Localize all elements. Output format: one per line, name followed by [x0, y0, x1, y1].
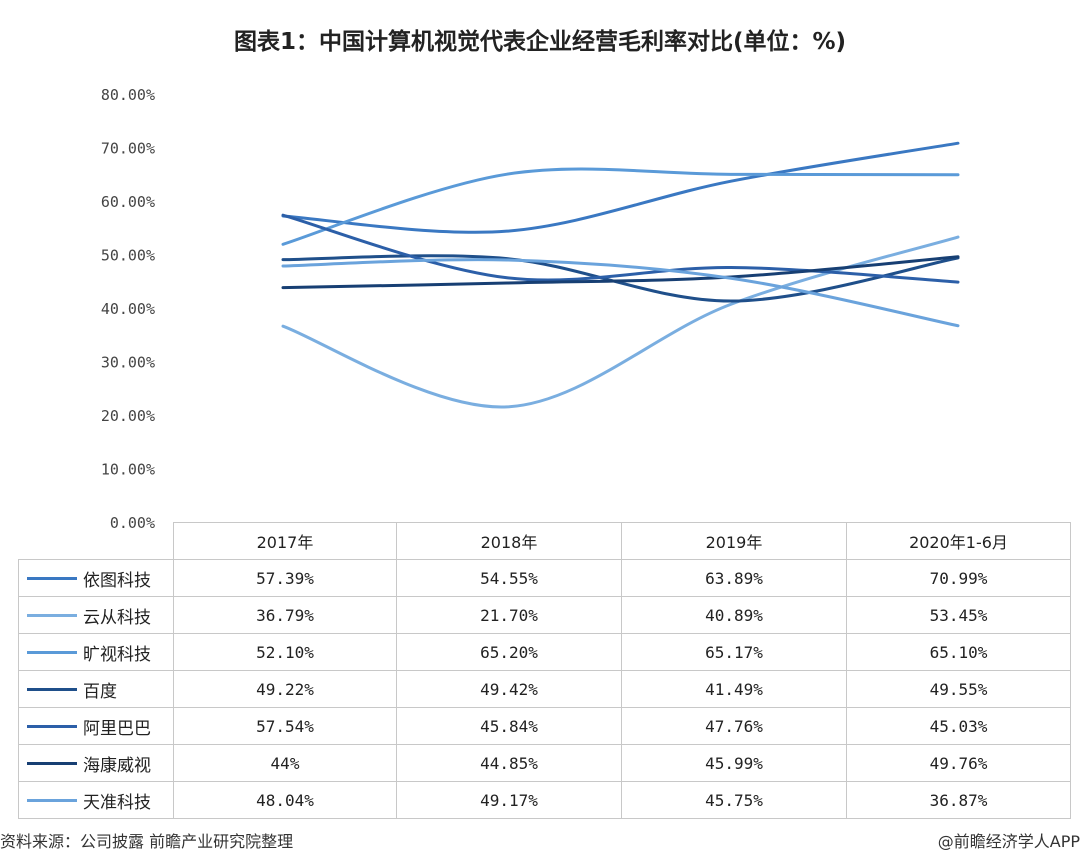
- series-name: 天准科技: [83, 792, 151, 813]
- series-name: 旷视科技: [83, 644, 151, 665]
- table-cell: 70.99%: [846, 559, 1071, 597]
- legend-entry: 云从科技: [18, 596, 174, 634]
- table-cell: 36.87%: [846, 781, 1071, 819]
- legend-swatch: [27, 761, 77, 765]
- table-cell: 53.45%: [846, 596, 1071, 634]
- source-note: 资料来源：公司披露 前瞻产业研究院整理: [0, 832, 294, 851]
- data-table: 2017年 2018年 2019年 2020年1-6月 依图科技 57.39% 54…: [18, 522, 1071, 819]
- table-cell: 21.70%: [396, 596, 622, 634]
- table-row: 依图科技 57.39% 54.55% 63.89% 70.99%: [18, 559, 1071, 597]
- table-corner: [18, 522, 174, 560]
- legend-swatch: [27, 798, 77, 802]
- table-cell: 41.49%: [621, 670, 847, 708]
- table-row: 百度 49.22% 49.42% 41.49% 49.55%: [18, 670, 1071, 708]
- y-tick-label: 70.00%: [101, 140, 155, 158]
- y-tick-label: 80.00%: [101, 86, 155, 104]
- series-line: [281, 141, 960, 234]
- legend-swatch: [27, 724, 77, 728]
- legend-entry: 百度: [18, 670, 174, 708]
- table-cell: 48.04%: [173, 781, 397, 819]
- table-cell: 65.10%: [846, 633, 1071, 671]
- table-cell: 36.79%: [173, 596, 397, 634]
- table-cell: 49.42%: [396, 670, 622, 708]
- legend-entry: 阿里巴巴: [18, 707, 174, 745]
- table-cell: 44%: [173, 744, 397, 782]
- y-tick-label: 60.00%: [101, 193, 155, 211]
- table-cell: 44.85%: [396, 744, 622, 782]
- table-row: 海康威视 44% 44.85% 45.99% 49.76%: [18, 744, 1071, 782]
- table-cell: 52.10%: [173, 633, 397, 671]
- series-line: [281, 254, 960, 303]
- table-cell: 57.39%: [173, 559, 397, 597]
- table-row: 天准科技 48.04% 49.17% 45.75% 36.87%: [18, 781, 1071, 819]
- chart-title: 图表1：中国计算机视觉代表企业经营毛利率对比(单位：%): [233, 29, 847, 55]
- series-line: [281, 255, 960, 290]
- line-chart: 0.00%10.00%20.00%30.00%40.00%50.00%60.00…: [101, 86, 960, 532]
- y-tick-label: 40.00%: [101, 300, 155, 318]
- legend-entry: 依图科技: [18, 559, 174, 597]
- footer: 资料来源：公司披露 前瞻产业研究院整理 @前瞻经济学人APP: [0, 828, 1080, 852]
- y-tick-label: 30.00%: [101, 354, 155, 372]
- series-line: [281, 258, 960, 328]
- table-cell: 49.55%: [846, 670, 1071, 708]
- legend-swatch: [27, 576, 77, 580]
- table-cell: 45.75%: [621, 781, 847, 819]
- series-line: [281, 213, 960, 284]
- table-cell: 49.22%: [173, 670, 397, 708]
- series-lines: [281, 141, 960, 409]
- table-cell: 45.03%: [846, 707, 1071, 745]
- category-header: 2018年: [396, 522, 622, 560]
- category-header: 2019年: [621, 522, 847, 560]
- series-line: [281, 235, 960, 409]
- series-name: 百度: [83, 681, 117, 702]
- legend-swatch: [27, 687, 77, 691]
- table-cell: 57.54%: [173, 707, 397, 745]
- series-name: 云从科技: [83, 607, 151, 628]
- series-name: 阿里巴巴: [83, 718, 151, 739]
- y-axis: 0.00%10.00%20.00%30.00%40.00%50.00%60.00…: [101, 86, 155, 532]
- table-header-row: 2017年 2018年 2019年 2020年1-6月: [18, 522, 1071, 560]
- table-cell: 63.89%: [621, 559, 847, 597]
- category-header: 2020年1-6月: [846, 522, 1071, 560]
- category-header: 2017年: [173, 522, 397, 560]
- series-line: [281, 167, 960, 246]
- legend-entry: 海康威视: [18, 744, 174, 782]
- table-cell: 54.55%: [396, 559, 622, 597]
- table-cell: 49.76%: [846, 744, 1071, 782]
- table-cell: 65.20%: [396, 633, 622, 671]
- series-name: 海康威视: [83, 755, 151, 776]
- brand-credit: @前瞻经济学人APP: [937, 832, 1080, 851]
- legend-entry: 天准科技: [18, 781, 174, 819]
- y-tick-label: 20.00%: [101, 407, 155, 425]
- legend-swatch: [27, 650, 77, 654]
- table-cell: 40.89%: [621, 596, 847, 634]
- series-name: 依图科技: [83, 570, 151, 591]
- table-row: 阿里巴巴 57.54% 45.84% 47.76% 45.03%: [18, 707, 1071, 745]
- table-cell: 45.99%: [621, 744, 847, 782]
- table-cell: 45.84%: [396, 707, 622, 745]
- y-tick-label: 10.00%: [101, 461, 155, 479]
- table-cell: 47.76%: [621, 707, 847, 745]
- table-cell: 49.17%: [396, 781, 622, 819]
- table-cell: 65.17%: [621, 633, 847, 671]
- table-row: 旷视科技 52.10% 65.20% 65.17% 65.10%: [18, 633, 1071, 671]
- legend-swatch: [27, 613, 77, 617]
- legend-entry: 旷视科技: [18, 633, 174, 671]
- table-row: 云从科技 36.79% 21.70% 40.89% 53.45%: [18, 596, 1071, 634]
- y-tick-label: 50.00%: [101, 247, 155, 265]
